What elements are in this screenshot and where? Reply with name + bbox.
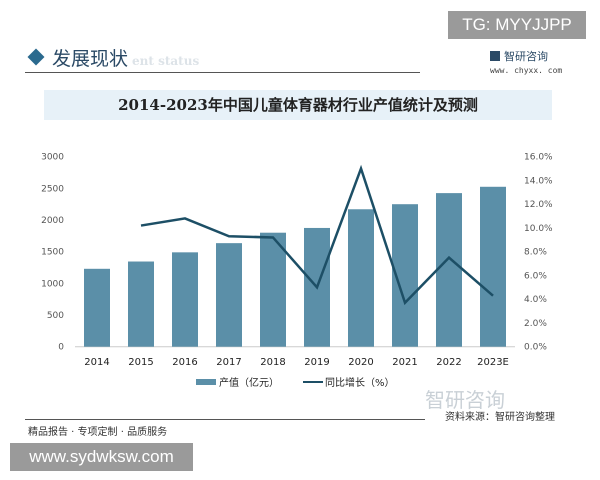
y-right-tick-label: 14.0% (524, 176, 553, 186)
y-left-tick-label: 0 (58, 343, 64, 353)
y-left-tick-label: 500 (47, 311, 64, 321)
bar (436, 193, 462, 347)
y-right-tick-label: 0.0% (524, 343, 547, 353)
divider (25, 72, 420, 73)
x-tick-label: 2015 (128, 357, 153, 368)
legend-bar-label: 产值（亿元） (219, 376, 279, 389)
brand-url: www. chyxx. com (490, 66, 563, 75)
y-left-tick-label: 2000 (41, 216, 64, 226)
section-heading: 发展现状 ent status (27, 44, 200, 71)
x-tick-label: 2017 (216, 357, 241, 368)
legend-line-label: 同比增长（%） (325, 376, 395, 389)
bar (480, 186, 506, 347)
x-tick-label: 2020 (348, 357, 373, 368)
bar (216, 243, 242, 347)
y-right-tick-label: 4.0% (524, 295, 547, 305)
x-tick-label: 2021 (392, 357, 417, 368)
divider (25, 419, 425, 420)
y-left-tick-label: 1000 (41, 279, 64, 289)
bar (348, 209, 374, 347)
x-tick-label: 2019 (304, 357, 329, 368)
bar (84, 268, 110, 347)
bar (172, 252, 198, 347)
y-left-tick-label: 1500 (41, 248, 64, 258)
chart-title: 2014-2023年中国儿童体育器材行业产值统计及预测 (44, 90, 552, 120)
x-tick-label: 2016 (172, 357, 197, 368)
slogan: 精品报告 · 专项定制 · 品质服务 (28, 427, 168, 438)
x-tick-label: 2014 (84, 357, 109, 368)
overlay-watermark-top: TG: MYYJJPP (448, 11, 586, 39)
bar (260, 232, 286, 347)
bar (128, 261, 154, 347)
section-subtitle: ent status (132, 54, 200, 68)
legend-bar-swatch (196, 379, 216, 385)
data-source: 资料来源：智研咨询整理 (445, 412, 555, 423)
watermark: 智研咨询 (425, 388, 505, 412)
x-tick-label: 2022 (436, 357, 461, 368)
y-right-tick-label: 12.0% (524, 200, 553, 210)
x-tick-label: 2023E (477, 357, 509, 368)
y-right-tick-label: 16.0% (524, 153, 553, 163)
y-left-tick-label: 2500 (41, 184, 64, 194)
overlay-watermark-bottom: www.sydwksw.com (10, 443, 193, 471)
chart: 0 500 1000 1500 2000 2500 3000 0.0% 2.0% 4.0% 6.0%… (41, 153, 553, 389)
y-right-tick-label: 10.0% (524, 224, 553, 234)
x-tick-label: 2018 (260, 357, 285, 368)
y-right-tick-label: 6.0% (524, 271, 547, 281)
y-right-tick-label: 2.0% (524, 319, 547, 329)
brand-logo: 智研咨询 (490, 48, 548, 64)
y-right-tick-label: 8.0% (524, 248, 547, 258)
brand-name: 智研咨询 (504, 50, 548, 63)
y-left-tick-label: 3000 (41, 153, 64, 163)
brand-logo-icon (490, 51, 500, 61)
section-title: 发展现状 (52, 48, 129, 70)
